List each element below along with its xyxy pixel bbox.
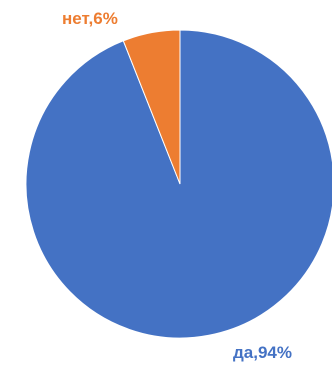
pie-slice-net [122,29,181,185]
pie-slices [25,29,332,339]
slice-label-da: да,94% [233,343,292,362]
slice-label-net: нет,6% [62,9,118,28]
pie-slice-da [25,29,332,339]
